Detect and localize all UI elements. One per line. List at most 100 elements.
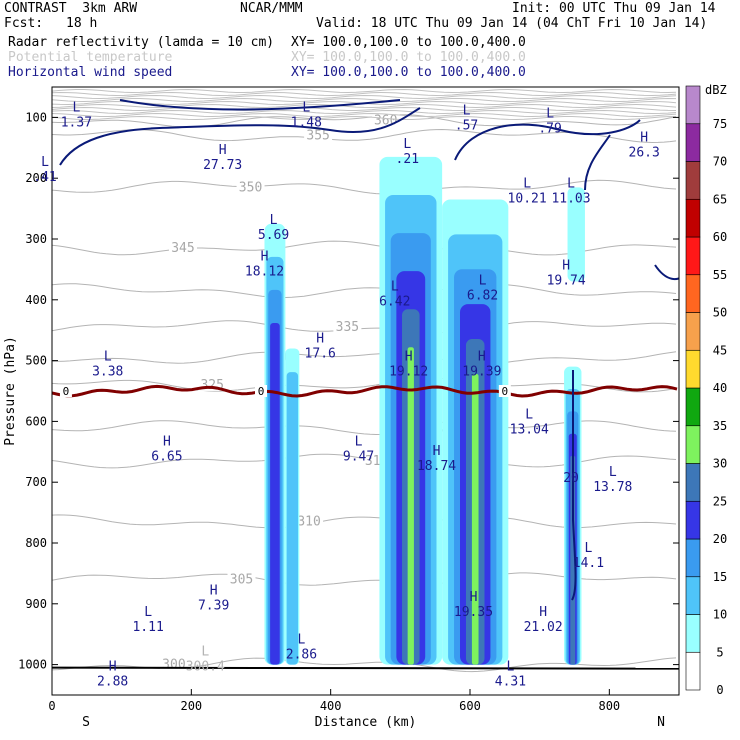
wind-extremum-marker: L [391, 280, 399, 295]
wind-extremum-marker: L [609, 465, 617, 480]
wind-extremum-marker: L [355, 435, 363, 450]
colorbar-tick-label: 20 [713, 532, 727, 546]
y-tick-label: 900 [25, 597, 47, 611]
plot-frame [51, 86, 680, 696]
colorbar-tick-label: 70 [713, 155, 727, 169]
wind-extremum-marker: L [297, 632, 305, 647]
wind-extremum-marker: L [525, 407, 533, 422]
wind-extremum-marker: L [270, 213, 278, 228]
wind-extremum-value: .57 [455, 118, 478, 133]
theta-contour [52, 657, 677, 673]
theta-contour [52, 320, 677, 333]
wind-extremum-marker: H [539, 605, 547, 620]
wind-speed-contour [571, 370, 577, 601]
freezing-label-bg [255, 385, 267, 397]
y-tick-label: 400 [25, 293, 47, 307]
wind-extremum-marker: H [433, 444, 441, 459]
colorbar-swatch [685, 161, 701, 200]
colorbar-tick-label: 45 [713, 343, 727, 357]
colorbar-swatch [685, 312, 701, 351]
wind-speed-contour [119, 99, 401, 111]
theta-contour [52, 115, 677, 121]
theta-label-bg [295, 514, 324, 528]
x-tick-label: 200 [180, 699, 202, 713]
wind-extremum-marker: L [201, 644, 209, 659]
wind-extremum-value: 2.88 [97, 675, 128, 690]
theta-contour [52, 114, 677, 128]
field-theta-name: Potential temperature [8, 50, 173, 65]
freezing-label-bg [498, 385, 511, 397]
valid-time: Valid: 18 UTC Thu 09 Jan 14 (04 ChT Fri … [316, 16, 708, 31]
colorbar-swatch [685, 463, 701, 502]
theta-label: 350 [239, 180, 262, 195]
freezing-level-line [52, 384, 678, 398]
wind-extremum-value: 18.12 [245, 264, 284, 279]
freezing-level-label: 0 [63, 385, 70, 398]
wind-extremum-marker: H [210, 584, 218, 599]
wind-extremum-value: 17.6 [305, 346, 336, 361]
wind-extremum-value: 1.37 [61, 115, 92, 130]
freezing-label-bg [59, 385, 72, 397]
colorbar-swatch [685, 387, 701, 427]
x-tick-label: 0 [48, 699, 55, 713]
wind-extremum-value: 2.86 [286, 647, 317, 662]
colorbar-swatch [685, 614, 701, 653]
org-label: NCAR/MMM [240, 1, 303, 16]
theta-label-bg [333, 320, 362, 334]
wind-extremum-value: 26.3 [629, 146, 660, 161]
wind-extremum-value: 19.35 [454, 605, 493, 620]
theta-contour [52, 109, 677, 115]
wind-extremum-value: 13.04 [510, 422, 549, 437]
colorbar: dBZ 0 5 10 15 20 25 30 35 40 45 50 55 60 65 70 75 [685, 83, 727, 697]
wind-extremum-value: 19.12 [389, 365, 428, 380]
x-tick-label: 400 [320, 699, 342, 713]
theta-contour [52, 112, 677, 118]
reflectivity-cell [270, 322, 280, 665]
forecast-label: Fcst: [4, 16, 44, 31]
wind-extremum-marker: L [546, 106, 554, 121]
theta-contour [52, 106, 677, 112]
wind-extremum-value: 19.39 [462, 365, 501, 380]
colorbar-tick-label: 30 [713, 457, 727, 471]
init-time: Init: 00 UTC Thu 09 Jan 14 [512, 1, 716, 16]
theta-label: 310 [297, 515, 320, 530]
y-tick-label: 200 [25, 171, 47, 185]
wind-extremum-value: .41 [33, 170, 56, 185]
wind-extremum-value: 6.65 [151, 450, 182, 465]
field-theta-xy: XY= 100.0,100.0 to 100.0,400.0 [291, 50, 526, 65]
wind-extremum-value: .21 [396, 152, 419, 167]
colorbar-swatch [685, 123, 701, 162]
wind-extremum-value: 4.31 [495, 675, 526, 690]
wind-extremum-marker: L [463, 103, 471, 118]
theta-contour [52, 283, 677, 298]
y-tick-label: 300 [25, 232, 47, 246]
wind-extremum-value: 13.78 [593, 480, 632, 495]
field-wind-name: Horizontal wind speed [8, 65, 173, 80]
theta-contour [52, 514, 677, 529]
colorbar-swatch [685, 651, 701, 691]
wind-extremum-marker: H [562, 258, 570, 273]
wind-extremum-value: 27.73 [203, 158, 242, 173]
colorbar-tick-label: 10 [713, 608, 727, 622]
colorbar-swatch [685, 538, 701, 578]
wind-extremum-marker: H [261, 249, 269, 264]
colorbar-swatch [685, 236, 701, 276]
wind-extremum-marker: H [640, 131, 648, 146]
theta-contour [52, 94, 677, 100]
wind-extremum-value: 9.47 [343, 450, 374, 465]
colorbar-swatch [685, 85, 701, 125]
colorbar-tick-label: 0 [716, 683, 723, 697]
colorbar-swatch [685, 198, 701, 238]
colorbar-tick-label: 50 [713, 306, 727, 320]
wind-extremum-value: 19.74 [547, 273, 586, 288]
wind-extremum-value: 6.42 [379, 295, 410, 310]
field-reflectivity-xy: XY= 100.0,100.0 to 100.0,400.0 [291, 35, 526, 50]
surface-line [52, 666, 679, 670]
y-tick-label: 600 [25, 414, 47, 428]
wind-extremum-marker: H [405, 350, 413, 365]
colorbar-tick-label: 55 [713, 268, 727, 282]
reflectivity-cell [567, 187, 585, 282]
theta-label-bg [227, 572, 256, 586]
colorbar-swatch [685, 576, 701, 615]
